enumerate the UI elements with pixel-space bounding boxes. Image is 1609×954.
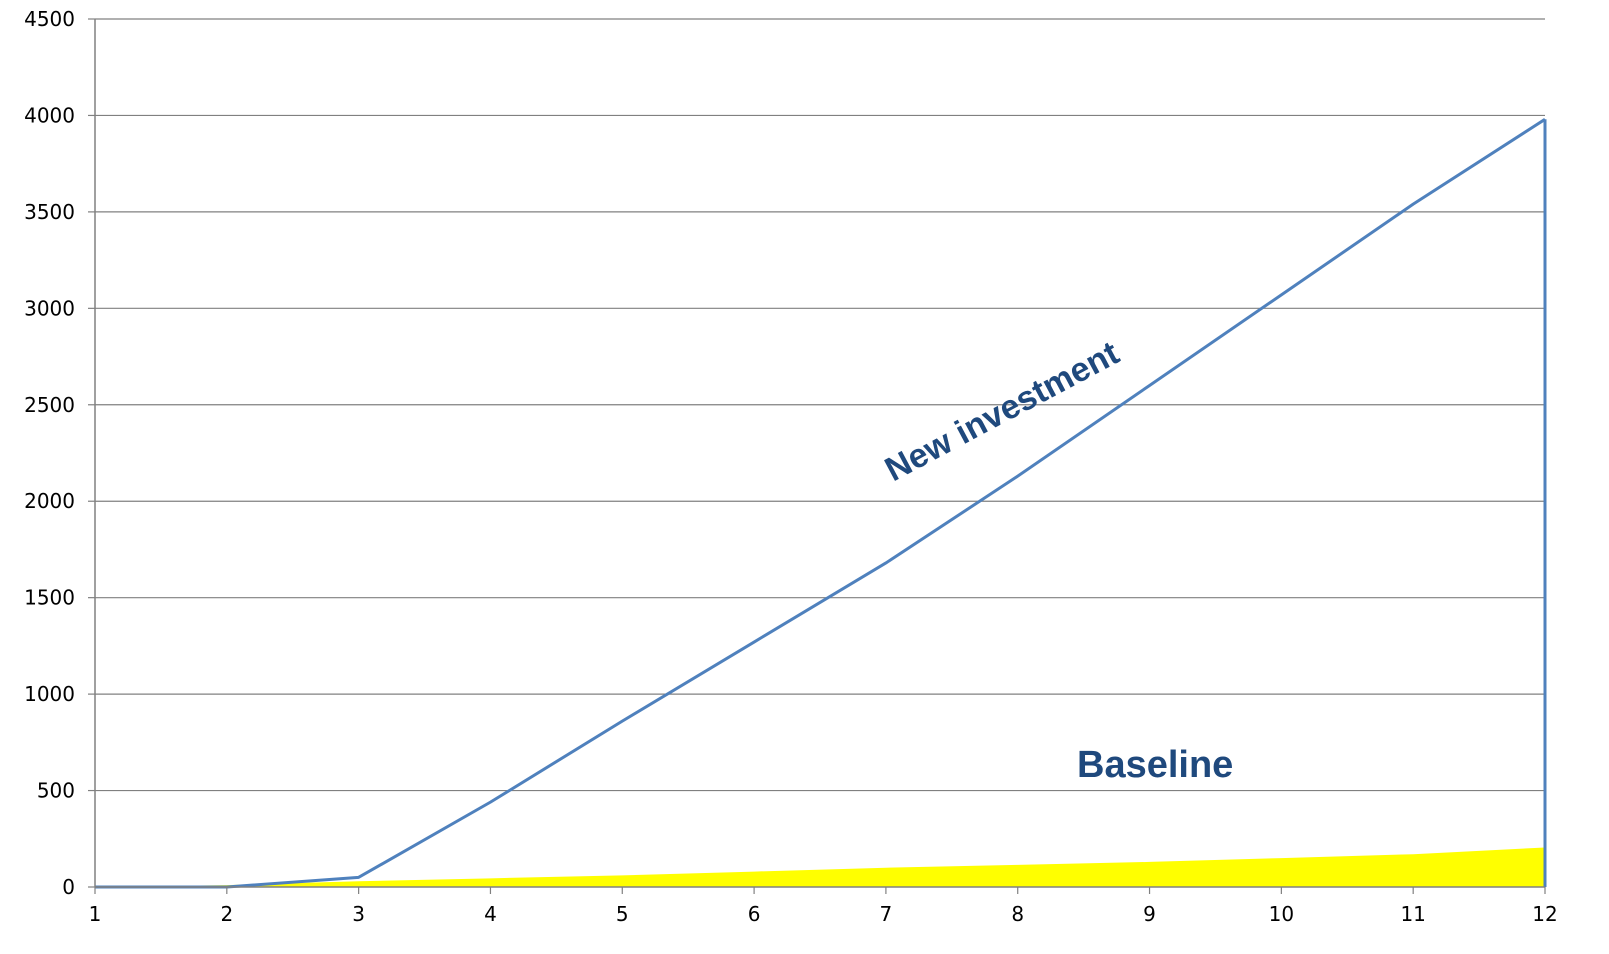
x-tick-label: 9 (1143, 902, 1156, 926)
y-tick-label: 2000 (24, 489, 75, 513)
baseline-area-layer (95, 847, 1545, 887)
x-tick-label: 7 (880, 902, 893, 926)
new-investment-line (95, 118, 1546, 889)
baseline-annotation: Baseline (1077, 744, 1233, 786)
y-tick-label: 1000 (24, 682, 75, 706)
gridlines (95, 18, 1545, 792)
baseline-area (95, 847, 1545, 887)
y-tick-label: 4000 (24, 103, 75, 127)
y-tick-label: 0 (62, 875, 75, 899)
axes (88, 18, 1546, 894)
x-tick-label: 10 (1269, 902, 1294, 926)
y-tick-label: 500 (37, 779, 75, 803)
x-tick-label: 3 (352, 902, 365, 926)
new-investment-annotation: New investment (879, 334, 1125, 489)
y-tick-label: 3000 (24, 296, 75, 320)
x-tick-label: 4 (484, 902, 497, 926)
y-tick-label: 1500 (24, 586, 75, 610)
x-tick-label: 8 (1011, 902, 1024, 926)
x-tick-label: 5 (616, 902, 629, 926)
y-tick-label: 4500 (24, 7, 75, 31)
x-tick-labels: 1 2 3 4 5 6 7 8 9 10 11 12 (89, 902, 1558, 926)
new-investment-line-layer (95, 118, 1547, 889)
x-tick-label: 1 (89, 902, 102, 926)
x-tick-label: 2 (220, 902, 233, 926)
y-tick-labels: 0 500 1000 1500 2000 2500 3000 3500 4000 4500 (24, 7, 75, 899)
x-tick-label: 11 (1400, 902, 1425, 926)
x-tick-label: 12 (1532, 902, 1557, 926)
y-tick-label: 3500 (24, 200, 75, 224)
annotations: New investment Baseline (879, 334, 1233, 786)
x-tick-label: 6 (748, 902, 761, 926)
y-tick-label: 2500 (24, 393, 75, 417)
